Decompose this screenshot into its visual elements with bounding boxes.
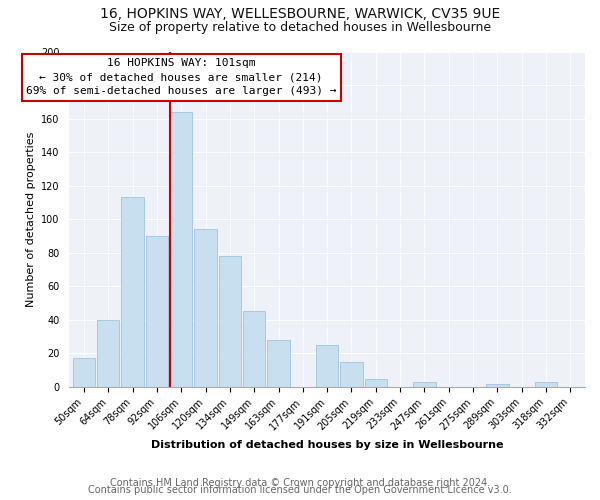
Bar [243, 312, 265, 387]
X-axis label: Distribution of detached houses by size in Wellesbourne: Distribution of detached houses by size … [151, 440, 503, 450]
Bar [365, 378, 387, 387]
Text: 16, HOPKINS WAY, WELLESBOURNE, WARWICK, CV35 9UE: 16, HOPKINS WAY, WELLESBOURNE, WARWICK, … [100, 8, 500, 22]
Bar [170, 112, 193, 387]
Bar [194, 230, 217, 387]
Bar [121, 198, 144, 387]
Bar [340, 362, 362, 387]
Y-axis label: Number of detached properties: Number of detached properties [26, 132, 35, 307]
Text: Contains public sector information licensed under the Open Government Licence v3: Contains public sector information licen… [88, 485, 512, 495]
Text: Size of property relative to detached houses in Wellesbourne: Size of property relative to detached ho… [109, 21, 491, 34]
Bar [413, 382, 436, 387]
Bar [97, 320, 119, 387]
Bar [218, 256, 241, 387]
Bar [535, 382, 557, 387]
Bar [73, 358, 95, 387]
Text: Contains HM Land Registry data © Crown copyright and database right 2024.: Contains HM Land Registry data © Crown c… [110, 478, 490, 488]
Bar [486, 384, 509, 387]
Bar [146, 236, 168, 387]
Text: 16 HOPKINS WAY: 101sqm
← 30% of detached houses are smaller (214)
69% of semi-de: 16 HOPKINS WAY: 101sqm ← 30% of detached… [26, 58, 337, 96]
Bar [316, 345, 338, 387]
Bar [268, 340, 290, 387]
